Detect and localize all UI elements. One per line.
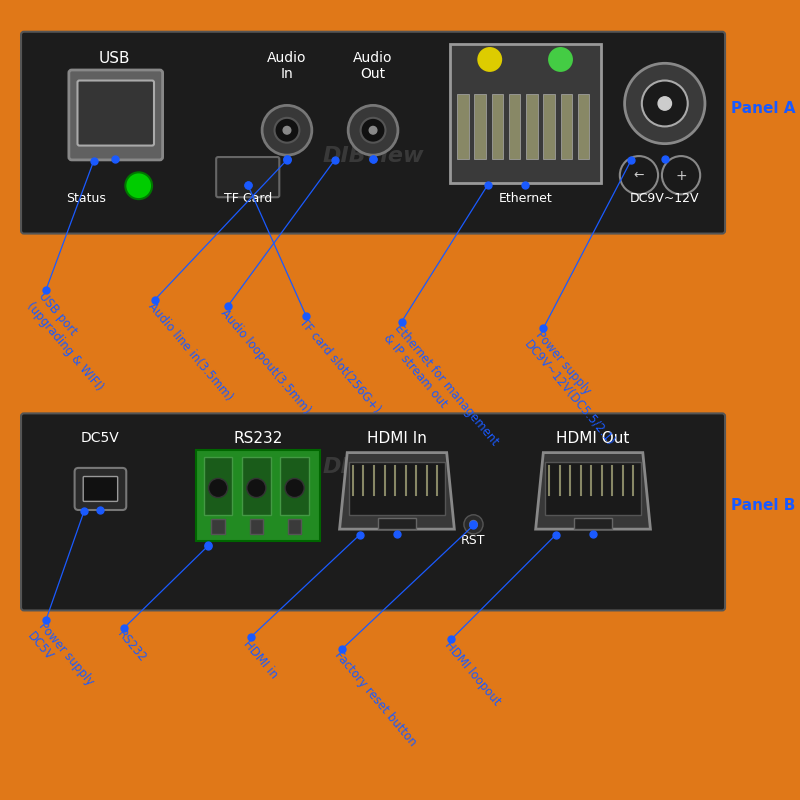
Text: Factory reset button: Factory reset button <box>333 649 419 749</box>
Circle shape <box>283 126 290 134</box>
Circle shape <box>620 156 658 194</box>
Circle shape <box>658 97 671 110</box>
FancyBboxPatch shape <box>78 81 154 146</box>
Circle shape <box>464 514 483 534</box>
Text: DC5V: DC5V <box>81 430 120 445</box>
FancyBboxPatch shape <box>196 450 321 541</box>
Text: USB port
(upgrading & WIFI): USB port (upgrading & WIFI) <box>25 290 118 394</box>
Bar <box>242 458 270 514</box>
Circle shape <box>209 478 228 498</box>
Circle shape <box>361 118 386 142</box>
FancyBboxPatch shape <box>83 477 118 502</box>
Text: TF card slot(256G+): TF card slot(256G+) <box>296 316 382 415</box>
Text: DIBview: DIBview <box>322 146 424 166</box>
Bar <box>288 518 302 534</box>
Bar <box>280 458 309 514</box>
Text: RS232: RS232 <box>114 628 149 665</box>
Text: RST: RST <box>462 534 486 547</box>
Text: Ethernet for management
& IP stream out: Ethernet for management & IP stream out <box>380 322 501 458</box>
Text: Audio
In: Audio In <box>267 51 306 81</box>
Bar <box>349 462 445 514</box>
Bar <box>526 94 538 159</box>
Circle shape <box>478 47 502 72</box>
Bar <box>509 94 520 159</box>
Text: Audio line in(3.5mm): Audio line in(3.5mm) <box>145 299 234 403</box>
FancyBboxPatch shape <box>21 32 725 234</box>
Text: ←: ← <box>634 169 644 182</box>
Text: Status: Status <box>66 193 106 206</box>
Text: TF Card: TF Card <box>224 193 272 206</box>
Bar <box>543 94 554 159</box>
Text: HDMI loopout: HDMI loopout <box>442 639 502 709</box>
Circle shape <box>246 478 266 498</box>
Bar <box>578 94 590 159</box>
Text: Power supply
DC5V: Power supply DC5V <box>25 620 96 698</box>
Circle shape <box>262 106 312 155</box>
Text: Ethernet: Ethernet <box>498 193 552 206</box>
Text: RS232: RS232 <box>234 430 283 446</box>
FancyBboxPatch shape <box>69 70 162 160</box>
Text: +: + <box>675 169 687 183</box>
Circle shape <box>625 63 705 144</box>
Circle shape <box>548 47 573 72</box>
Text: Panel A: Panel A <box>730 101 795 116</box>
Text: HDMI in: HDMI in <box>241 638 280 681</box>
Bar <box>574 518 612 529</box>
Polygon shape <box>536 453 650 529</box>
FancyBboxPatch shape <box>74 468 126 510</box>
Circle shape <box>370 126 377 134</box>
Bar <box>458 94 469 159</box>
Circle shape <box>662 156 700 194</box>
Text: HDMI In: HDMI In <box>367 430 427 446</box>
Text: DIBview: DIBview <box>322 457 424 477</box>
Bar <box>204 458 233 514</box>
Bar <box>378 518 416 529</box>
Bar <box>474 94 486 159</box>
Bar <box>250 518 263 534</box>
FancyBboxPatch shape <box>450 44 601 183</box>
Polygon shape <box>339 453 454 529</box>
Text: Power supply
DC9V~12V(DC5.5/2.1): Power supply DC9V~12V(DC5.5/2.1) <box>522 328 629 449</box>
Bar <box>211 518 225 534</box>
Circle shape <box>285 478 304 498</box>
Text: USB: USB <box>99 51 130 66</box>
Text: HDMI Out: HDMI Out <box>556 430 630 446</box>
Bar <box>561 94 572 159</box>
Text: DC9V~12V: DC9V~12V <box>630 193 699 206</box>
FancyBboxPatch shape <box>21 414 725 610</box>
Circle shape <box>274 118 299 142</box>
Circle shape <box>642 81 688 126</box>
Bar <box>546 462 641 514</box>
Text: Panel B: Panel B <box>730 498 795 513</box>
Bar <box>492 94 503 159</box>
FancyBboxPatch shape <box>216 157 279 198</box>
Text: Audio loopout(3.5mm): Audio loopout(3.5mm) <box>218 306 313 416</box>
Circle shape <box>126 172 152 199</box>
Circle shape <box>470 521 478 528</box>
Circle shape <box>348 106 398 155</box>
Text: Audio
Out: Audio Out <box>354 51 393 81</box>
